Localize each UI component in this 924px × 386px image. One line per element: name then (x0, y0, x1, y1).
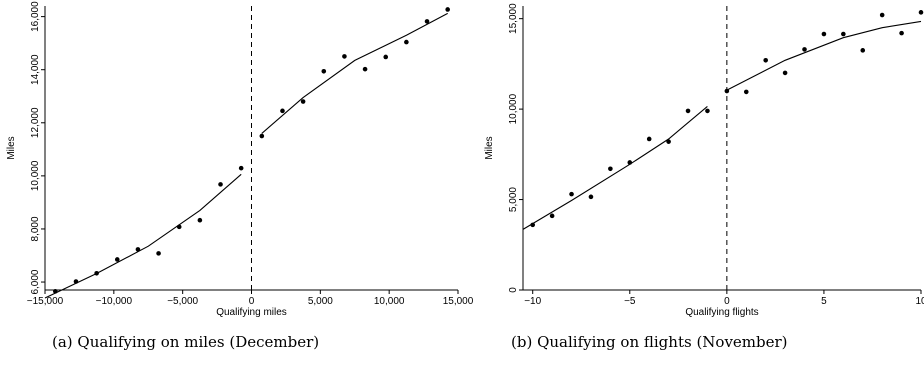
x-axis-label: Qualifying flights (685, 307, 758, 318)
data-point (705, 108, 710, 114)
data-point (445, 7, 450, 12)
data-point (646, 136, 652, 142)
data-point (321, 68, 327, 74)
y-tick-label: 14,000 (30, 54, 41, 85)
data-point (342, 54, 347, 59)
fit-line-right (726, 20, 922, 91)
x-axis-label: Qualifying miles (216, 307, 287, 318)
data-point (238, 165, 244, 171)
data-point (156, 251, 161, 256)
data-point (94, 270, 99, 276)
data-point (802, 47, 807, 52)
data-point (404, 39, 409, 45)
data-point (763, 57, 768, 63)
x-tick-label: 0 (724, 296, 730, 307)
data-point (135, 247, 141, 252)
x-tick-label: 5,000 (308, 296, 333, 307)
caption-b: (b) Qualifying on flights (November) (511, 333, 788, 351)
x-tick-label: −5,000 (167, 296, 198, 307)
data-point (841, 31, 846, 37)
y-tick-label: 5,000 (508, 187, 519, 212)
x-tick-label: −10,000 (96, 296, 133, 307)
x-tick-label: −15,000 (27, 296, 64, 307)
x-tick-label: −5 (624, 296, 636, 307)
fit-line-right (261, 12, 448, 134)
data-point (879, 12, 885, 18)
data-point (114, 257, 120, 262)
y-tick-label: 0 (508, 287, 519, 293)
data-point (724, 88, 730, 94)
panel-b: −10 −5 0 5 10 0 5,000 10,000 15,000 Qualifying fl… (484, 3, 924, 318)
caption-a: (a) Qualifying on miles (December) (52, 333, 320, 351)
data-point (821, 31, 827, 37)
data-point (176, 224, 182, 230)
data-point (569, 191, 574, 197)
data-point (424, 19, 430, 24)
panel-a: −15,000 −10,000 −5,000 0 5,000 10,000 15,000 6,… (6, 1, 474, 318)
y-tick-label: 6,000 (30, 269, 41, 294)
data-point (259, 133, 265, 139)
y-tick-label: 10,000 (508, 93, 519, 124)
data-point (530, 222, 536, 228)
data-point (782, 70, 788, 76)
data-point (627, 160, 633, 165)
data-point (918, 10, 924, 15)
x-tick-label: 15,000 (443, 296, 474, 307)
data-point (608, 166, 613, 172)
y-tick-label: 12,000 (30, 107, 41, 138)
chart-canvas: −15,000 −10,000 −5,000 0 5,000 10,000 15,000 6,… (6, 1, 924, 318)
data-point (743, 89, 749, 95)
y-tick-label: 15,000 (508, 3, 519, 34)
y-axis-label: Miles (484, 136, 495, 159)
data-point (588, 194, 594, 200)
x-tick-label: 10 (915, 296, 924, 307)
x-tick-label: 10,000 (374, 296, 405, 307)
data-point (300, 99, 306, 104)
data-point (218, 182, 223, 187)
data-point (53, 289, 58, 294)
data-point (685, 108, 691, 114)
data-point (73, 279, 79, 284)
y-tick-label: 10,000 (30, 160, 41, 191)
fit-line-left (44, 173, 242, 299)
data-point (549, 213, 555, 219)
data-point (362, 66, 368, 72)
data-point (860, 48, 866, 53)
data-point (383, 54, 389, 60)
fit-line-left (522, 105, 708, 230)
data-point (280, 108, 285, 114)
data-point (197, 217, 203, 223)
x-tick-label: 0 (249, 296, 255, 307)
x-tick-label: 5 (821, 296, 827, 307)
y-tick-label: 16,000 (30, 1, 41, 32)
data-point (666, 139, 671, 144)
data-point (899, 30, 904, 36)
x-tick-label: −10 (524, 296, 541, 307)
y-tick-label: 8,000 (30, 216, 41, 241)
y-axis-label: Miles (6, 136, 17, 159)
